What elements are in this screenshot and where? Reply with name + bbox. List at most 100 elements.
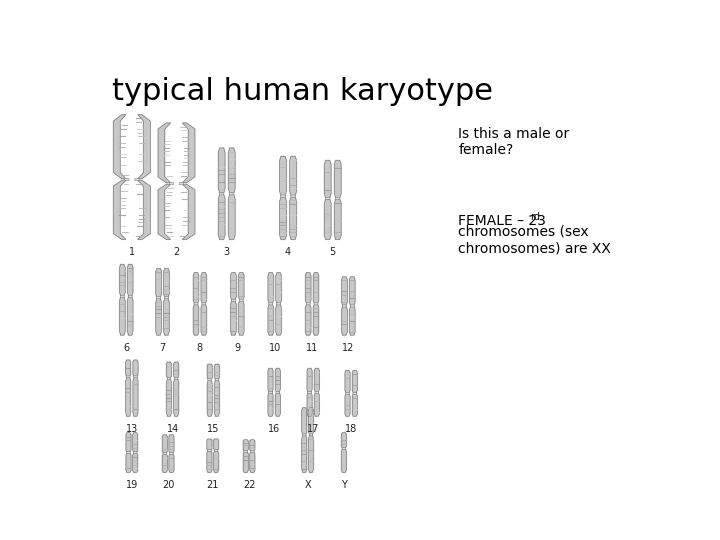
Text: 5: 5: [330, 247, 336, 257]
Polygon shape: [182, 123, 195, 183]
Text: FEMALE – 23: FEMALE – 23: [459, 214, 546, 228]
FancyBboxPatch shape: [231, 299, 235, 301]
Polygon shape: [156, 268, 161, 297]
Text: 19: 19: [126, 480, 138, 490]
Polygon shape: [207, 380, 212, 416]
Polygon shape: [228, 148, 235, 193]
FancyBboxPatch shape: [276, 303, 281, 305]
Polygon shape: [218, 148, 225, 193]
Polygon shape: [275, 368, 280, 392]
Polygon shape: [114, 114, 126, 179]
Polygon shape: [230, 273, 236, 300]
Polygon shape: [138, 180, 150, 239]
Polygon shape: [214, 439, 219, 450]
Text: 6: 6: [123, 342, 130, 353]
Polygon shape: [182, 184, 195, 239]
Polygon shape: [218, 194, 225, 239]
Polygon shape: [163, 299, 169, 335]
Polygon shape: [127, 297, 133, 335]
Polygon shape: [132, 453, 138, 472]
Polygon shape: [341, 433, 346, 448]
Polygon shape: [169, 435, 174, 453]
Polygon shape: [156, 299, 161, 335]
FancyBboxPatch shape: [291, 195, 295, 197]
FancyBboxPatch shape: [281, 195, 285, 197]
Polygon shape: [169, 454, 174, 472]
Polygon shape: [120, 297, 125, 335]
FancyBboxPatch shape: [127, 451, 130, 454]
FancyBboxPatch shape: [346, 392, 349, 394]
Text: 8: 8: [197, 342, 203, 353]
Polygon shape: [158, 184, 171, 239]
FancyBboxPatch shape: [269, 303, 273, 305]
FancyBboxPatch shape: [179, 183, 184, 185]
Polygon shape: [268, 393, 273, 416]
Polygon shape: [174, 362, 179, 378]
Polygon shape: [238, 273, 244, 300]
Polygon shape: [166, 362, 171, 378]
Text: 10: 10: [269, 342, 281, 353]
Polygon shape: [349, 307, 355, 335]
Polygon shape: [307, 368, 312, 392]
FancyBboxPatch shape: [307, 392, 311, 393]
Polygon shape: [201, 305, 207, 335]
FancyBboxPatch shape: [127, 376, 130, 378]
Polygon shape: [228, 194, 235, 239]
Polygon shape: [193, 273, 199, 303]
Polygon shape: [243, 440, 248, 451]
Polygon shape: [302, 435, 307, 472]
Polygon shape: [166, 379, 171, 416]
FancyBboxPatch shape: [342, 448, 346, 450]
Text: rd: rd: [530, 212, 540, 222]
Text: 14: 14: [166, 424, 179, 434]
FancyBboxPatch shape: [202, 303, 206, 305]
Polygon shape: [133, 377, 138, 416]
Polygon shape: [250, 440, 255, 451]
Text: typical human karyotype: typical human karyotype: [112, 77, 493, 106]
Polygon shape: [276, 305, 282, 335]
Polygon shape: [158, 123, 171, 183]
Polygon shape: [289, 156, 297, 195]
Polygon shape: [126, 377, 131, 416]
FancyBboxPatch shape: [157, 297, 161, 299]
Polygon shape: [305, 305, 311, 335]
Polygon shape: [193, 305, 199, 335]
Polygon shape: [352, 370, 357, 393]
Polygon shape: [342, 277, 347, 305]
Polygon shape: [302, 408, 307, 434]
FancyBboxPatch shape: [128, 295, 132, 297]
FancyBboxPatch shape: [306, 303, 310, 305]
Polygon shape: [201, 273, 207, 303]
Text: 4: 4: [285, 247, 291, 257]
Text: 18: 18: [345, 424, 357, 434]
Polygon shape: [120, 265, 125, 295]
Polygon shape: [345, 370, 350, 393]
FancyBboxPatch shape: [164, 297, 168, 299]
FancyBboxPatch shape: [302, 434, 306, 436]
Text: Y: Y: [341, 480, 347, 490]
Text: X: X: [305, 480, 311, 490]
Polygon shape: [207, 451, 212, 472]
FancyBboxPatch shape: [170, 453, 174, 455]
Polygon shape: [215, 364, 220, 379]
Polygon shape: [230, 301, 236, 335]
Polygon shape: [289, 197, 297, 239]
Polygon shape: [305, 273, 311, 303]
Polygon shape: [162, 454, 167, 472]
Polygon shape: [307, 393, 312, 416]
FancyBboxPatch shape: [215, 379, 219, 381]
Text: 1: 1: [129, 247, 135, 257]
Text: 15: 15: [207, 424, 220, 434]
FancyBboxPatch shape: [207, 450, 211, 451]
Text: 21: 21: [207, 480, 219, 490]
FancyBboxPatch shape: [125, 178, 129, 181]
Polygon shape: [268, 305, 274, 335]
FancyBboxPatch shape: [167, 377, 171, 379]
Polygon shape: [162, 435, 167, 453]
FancyBboxPatch shape: [314, 303, 318, 305]
Polygon shape: [349, 277, 355, 305]
FancyBboxPatch shape: [244, 450, 248, 452]
FancyBboxPatch shape: [239, 299, 243, 301]
Polygon shape: [334, 160, 341, 198]
Polygon shape: [324, 160, 331, 198]
